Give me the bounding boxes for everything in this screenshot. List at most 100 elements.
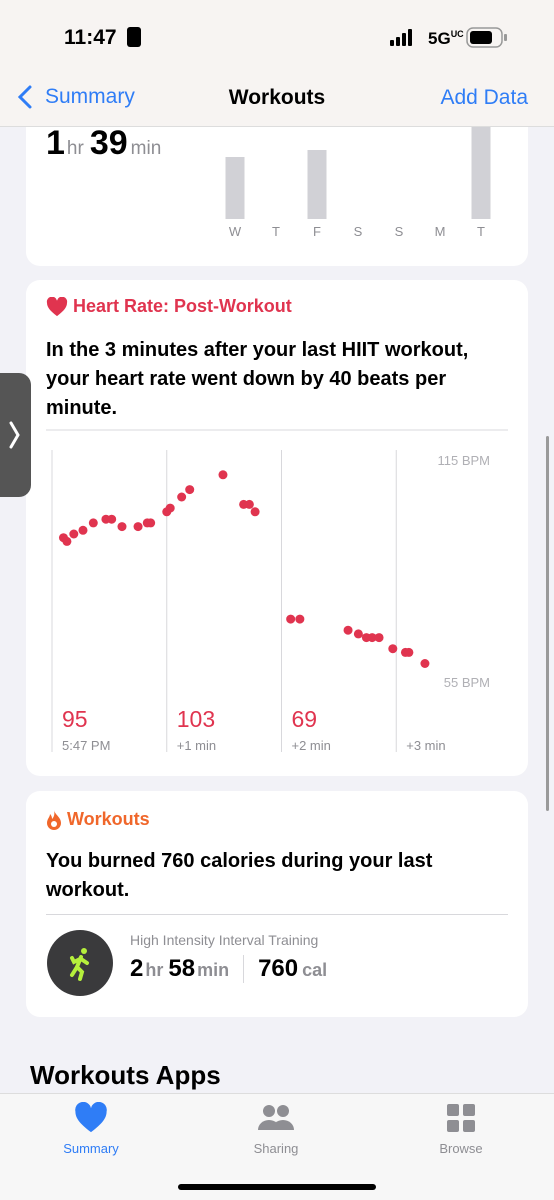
side-handle[interactable] (0, 373, 31, 497)
runner (70, 948, 89, 981)
workout-name: High Intensity Interval Training (130, 932, 319, 948)
minute-value: 69 (292, 706, 318, 732)
point (244, 499, 254, 509)
network-sub: UC (450, 29, 464, 39)
heart-card: Heart Rate: Post-Workout In the 3 minute… (26, 280, 528, 776)
minutes: 58 (168, 955, 196, 982)
title: Workouts (67, 809, 150, 829)
x-tick-label: +2 min (292, 738, 331, 753)
unit: hr (66, 138, 84, 159)
bar (307, 150, 327, 219)
x-tick-label: +3 min (406, 738, 445, 753)
point (177, 492, 187, 502)
x-tick-label: 5:47 PM (62, 738, 110, 753)
heart-icon (46, 296, 68, 316)
day-label: T (272, 224, 280, 239)
back-button[interactable]: Summary (16, 84, 135, 110)
point (353, 629, 363, 639)
tab[interactable]: Browse (411, 1102, 511, 1156)
minute-value: 103 (177, 706, 215, 732)
unit: hr (145, 960, 164, 980)
back-label: Summary (45, 85, 135, 108)
point (165, 503, 175, 513)
tab[interactable]: Summary (41, 1101, 141, 1156)
point (117, 522, 127, 532)
hours: 2 (130, 955, 144, 982)
day-label: M (435, 224, 446, 239)
separator (46, 914, 508, 915)
network-type: 5G (428, 29, 451, 48)
point (62, 536, 72, 546)
y-tick-label: 55 BPM (444, 675, 490, 690)
section-title: Workouts Apps (30, 1060, 221, 1090)
day-label: S (395, 224, 404, 239)
heart-title: Heart Rate: Post-Workout (46, 296, 292, 317)
tab-bar: Summary Sharing Browse (0, 1093, 554, 1200)
point (78, 525, 88, 535)
point (420, 659, 430, 668)
hours: 1 (46, 124, 65, 162)
signal (390, 29, 412, 46)
flame-icon (47, 809, 61, 830)
weekly-card: 1 hr 39 min (26, 110, 528, 266)
minutes: 39 (89, 124, 128, 162)
point (295, 614, 305, 624)
battery (466, 27, 507, 48)
point (388, 644, 398, 654)
point (404, 647, 414, 657)
back-chevron (17, 85, 32, 109)
bar (471, 120, 491, 219)
workouts-text: You burned 760 calories during your last… (46, 850, 433, 901)
workouts-card: Workouts You burned 760 calories during … (26, 791, 528, 1017)
day-label: T (477, 224, 485, 239)
minute-value: 95 (62, 706, 88, 732)
duration: 1 hr 39 min (46, 124, 161, 163)
y-tick-label: 115 BPM (437, 453, 490, 468)
tab-icon (258, 1105, 294, 1130)
point (367, 633, 377, 643)
scroll-indicator (546, 436, 549, 811)
point (374, 633, 384, 643)
calories: 760 (258, 955, 299, 982)
day-label: F (313, 224, 321, 239)
point (185, 485, 195, 495)
top-bar: 11:47 5GUC Summary Workouts Add Data (0, 0, 554, 127)
tab-label: Sharing (253, 1141, 299, 1156)
day-label: W (229, 224, 242, 239)
workout-icon[interactable] (47, 930, 113, 996)
point (88, 518, 98, 528)
tab-label: Summary (63, 1141, 119, 1156)
point (107, 514, 117, 524)
workouts-title: Workouts (46, 809, 150, 830)
focus-icon (127, 27, 141, 47)
nav-title: Workouts (228, 86, 326, 109)
point (218, 470, 228, 480)
point (69, 529, 79, 539)
point (146, 518, 156, 528)
tab-label: Browse (439, 1141, 483, 1156)
divider (243, 955, 245, 983)
workout-stats: 2 hr 58 min 760 cal (130, 955, 327, 983)
unit: min (197, 960, 230, 980)
point (133, 522, 143, 532)
bar (225, 157, 245, 219)
tab-icon (75, 1101, 107, 1133)
title: Heart Rate: Post-Workout (73, 296, 292, 316)
unit: cal (302, 960, 328, 980)
heart-text: In the 3 minutes after your last HIIT wo… (46, 339, 469, 419)
unit: min (130, 138, 162, 159)
x-tick-label: +1 min (177, 738, 216, 753)
point (286, 614, 296, 624)
home-indicator (178, 1184, 376, 1190)
network: 5GUC (428, 29, 464, 49)
time: 11:47 (64, 26, 117, 49)
tab-icon (447, 1104, 475, 1132)
chevron (9, 421, 20, 449)
point (343, 625, 353, 635)
add-data[interactable]: Add Data (440, 86, 528, 109)
point (250, 507, 260, 517)
tab[interactable]: Sharing (226, 1102, 326, 1156)
day-label: S (354, 224, 363, 239)
